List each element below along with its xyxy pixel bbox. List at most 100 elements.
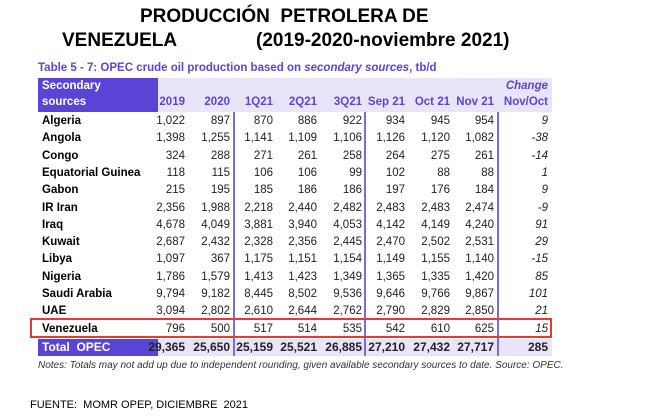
value-cell: 1,420	[465, 270, 494, 283]
value-cell: 1,579	[201, 270, 230, 283]
header-nov-oct: Nov/Oct	[503, 96, 548, 108]
value-cell: 2,850	[465, 305, 494, 318]
divider	[364, 112, 366, 356]
value-cell: 2,328	[244, 236, 273, 249]
value-cell: 1,106	[333, 132, 362, 145]
value-cell: 271	[253, 149, 273, 162]
value-cell: 2,644	[288, 305, 317, 318]
value-cell: 1,141	[244, 132, 273, 145]
column-header: 2019	[159, 96, 185, 108]
value-cell: 184	[474, 184, 494, 197]
change-cell: -14	[531, 149, 548, 162]
value-cell: 1,155	[421, 253, 450, 266]
value-cell: 324	[165, 149, 185, 162]
value-cell: 2,483	[376, 201, 405, 214]
caption-italic: secondary sources	[304, 62, 410, 74]
value-cell: 4,678	[156, 218, 185, 231]
country-name: Saudi Arabia	[42, 288, 112, 300]
header-secondary: Secondary	[42, 80, 101, 92]
change-cell: 85	[535, 270, 548, 283]
value-cell: 261	[297, 149, 317, 162]
value-cell: 3,940	[288, 218, 317, 231]
value-cell: 258	[342, 149, 362, 162]
value-cell: 1,349	[333, 270, 362, 283]
venezuela-highlight-box	[30, 318, 552, 338]
change-cell: -38	[531, 132, 548, 145]
value-cell: 102	[385, 166, 405, 179]
country-name: Nigeria	[42, 270, 81, 283]
value-cell: 9,182	[201, 288, 230, 300]
total-value-cell: 25,650	[193, 340, 230, 354]
change-cell: 21	[535, 305, 548, 318]
divider	[233, 112, 235, 356]
value-cell: 2,762	[333, 305, 362, 318]
header-right-cell	[158, 78, 552, 112]
value-cell: 1,423	[288, 270, 317, 283]
value-cell: 88	[437, 166, 450, 179]
value-cell: 2,802	[201, 305, 230, 318]
total-value-cell: 25,159	[236, 340, 273, 354]
source-footer: FUENTE: MOMR OPEP, DICIEMBRE 2021	[30, 399, 249, 411]
value-cell: 9,646	[376, 288, 405, 300]
value-cell: 1,413	[244, 270, 273, 283]
value-cell: 2,440	[288, 201, 317, 214]
value-cell: 1,151	[288, 253, 317, 266]
table-row: Venezuela 796 500 517 514 535 542 610 625 15	[38, 322, 552, 339]
value-cell: 1,255	[201, 132, 230, 145]
total-value-cell: 29,365	[148, 340, 185, 354]
change-cell: 101	[528, 288, 548, 300]
value-cell: 88	[481, 166, 494, 179]
value-cell: 9,766	[421, 288, 450, 300]
value-cell: 8,445	[244, 288, 273, 300]
value-cell: 4,149	[421, 218, 450, 231]
table-row: IR Iran 2,356 1,988 2,218 2,440 2,482 2,483 2,4…	[38, 201, 552, 218]
value-cell: 3,881	[244, 218, 273, 231]
total-value-cell: 26,885	[325, 340, 362, 354]
country-name: Venezuela	[42, 322, 98, 335]
value-cell: 9,536	[333, 288, 362, 300]
value-cell: 1,398	[156, 132, 185, 145]
country-name: Kuwait	[42, 236, 80, 249]
value-cell: 1,175	[244, 253, 273, 266]
value-cell: 796	[165, 322, 185, 335]
value-cell: 261	[474, 149, 494, 162]
table-row: Gabon 215 195 185 186 186 197 176 184 9	[38, 183, 552, 200]
value-cell: 2,502	[421, 236, 450, 249]
value-cell: 542	[385, 322, 405, 335]
value-cell: 275	[430, 149, 450, 162]
table-row: Equatorial Guinea 118 115 106 106 99 102 88 88 1	[38, 166, 552, 183]
value-cell: 2,482	[333, 201, 362, 214]
value-cell: 1,786	[156, 270, 185, 283]
value-cell: 517	[253, 322, 273, 335]
total-value-cell: 27,432	[413, 340, 450, 354]
value-cell: 1,988	[201, 201, 230, 214]
value-cell: 4,053	[333, 218, 362, 231]
total-change-cell: 285	[527, 340, 548, 354]
table-note: Notes: Totals may not add up due to inde…	[38, 360, 564, 371]
value-cell: 2,687	[156, 236, 185, 249]
value-cell: 1,154	[333, 253, 362, 266]
change-cell: -15	[531, 253, 548, 266]
value-cell: 514	[297, 322, 317, 335]
value-cell: 1,149	[376, 253, 405, 266]
value-cell: 185	[253, 184, 273, 197]
value-cell: 8,502	[288, 288, 317, 300]
value-cell: 215	[165, 184, 185, 197]
country-name: Iraq	[42, 218, 64, 231]
table-row: Iraq 4,678 4,049 3,881 3,940 4,053 4,142 4,149 4…	[38, 218, 552, 235]
table-row: Saudi Arabia 9,794 9,182 8,445 8,502 9,536 9,6…	[38, 287, 552, 304]
country-name: Algeria	[42, 115, 81, 127]
column-header: 2020	[204, 96, 230, 108]
change-cell: 9	[541, 184, 548, 197]
value-cell: 176	[430, 184, 450, 197]
value-cell: 2,483	[421, 201, 450, 214]
value-cell: 1,082	[465, 132, 494, 145]
header-sources: sources	[42, 96, 87, 108]
title-line-2-left: VENEZUELA	[62, 30, 178, 51]
value-cell: 195	[210, 184, 230, 197]
value-cell: 1,022	[156, 115, 185, 127]
value-cell: 1,365	[376, 270, 405, 283]
country-name: Angola	[42, 132, 81, 145]
value-cell: 954	[474, 115, 494, 127]
title-line-2-right: (2019-2020-noviembre 2021)	[256, 30, 510, 51]
